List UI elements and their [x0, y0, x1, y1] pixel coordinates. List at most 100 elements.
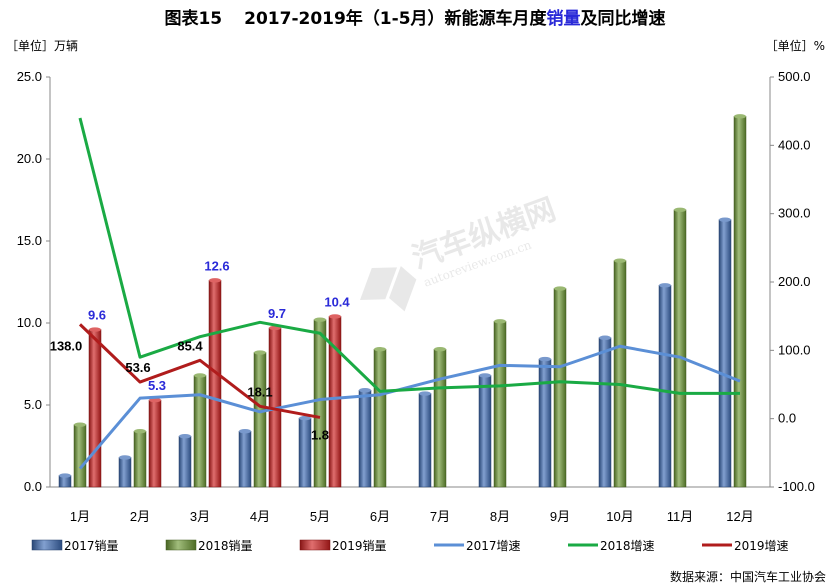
legend-label: 2018销量 — [198, 539, 253, 553]
bar-top-2017销量 — [479, 373, 491, 378]
left-tick-label: 25.0 — [17, 69, 42, 84]
sales-2019-label: 12.6 — [204, 258, 229, 273]
left-tick-label: 5.0 — [24, 397, 42, 412]
bar-top-2018销量 — [554, 286, 566, 291]
right-y-ticks: -100.0 0.0 100.0 200.0 300.0 400.0 500.0 — [770, 69, 815, 494]
x-tick-label: 11月 — [667, 509, 694, 524]
bar-top-2017销量 — [59, 473, 71, 478]
right-tick-label: 400.0 — [778, 137, 811, 152]
legend-swatch-bar — [31, 539, 63, 551]
legend-label: 2017增速 — [466, 539, 521, 553]
bar-2017销量 — [418, 393, 432, 488]
bar-top-2018销量 — [674, 207, 686, 213]
title-main-after: 及同比增速 — [581, 8, 666, 29]
bar-top-2018销量 — [134, 429, 146, 434]
bar-top-2019销量 — [89, 327, 101, 332]
sales-2019-label: 9.7 — [268, 306, 286, 321]
bar-top-2017销量 — [659, 283, 671, 288]
source-note: 数据来源：中国汽车工业协会 — [670, 569, 826, 584]
lines-layer — [78, 117, 741, 470]
right-tick-label: 300.0 — [778, 206, 811, 221]
bar-top-2017销量 — [719, 217, 731, 222]
bar-top-2017销量 — [239, 429, 251, 434]
growth-2019-label: 138.0 — [50, 338, 83, 353]
bar-top-2017销量 — [539, 356, 551, 362]
bar-2017销量 — [718, 219, 732, 488]
legend-swatch-bar — [165, 539, 197, 551]
bar-2018销量 — [253, 352, 267, 488]
x-tick-label: 12月 — [726, 509, 753, 524]
watermark-logo: 汽车纵横网 autoreview.com.cn — [360, 192, 560, 312]
bar-2018销量 — [613, 260, 627, 488]
legend-label: 2019增速 — [734, 539, 789, 553]
bar-2018销量 — [553, 288, 567, 488]
title-prefix: 图表15 — [164, 8, 222, 29]
x-tick-label: 9月 — [550, 509, 570, 524]
right-tick-label: 100.0 — [778, 342, 811, 357]
bar-2018销量 — [193, 375, 207, 488]
bar-top-2018销量 — [614, 258, 626, 263]
left-tick-label: 10.0 — [17, 315, 42, 330]
bar-2018销量 — [673, 209, 687, 488]
line-2019增速 — [78, 323, 321, 419]
right-tick-label: 0.0 — [778, 411, 796, 426]
sales-2019-label: 10.4 — [324, 294, 350, 309]
right-tick-label: -100.0 — [778, 479, 815, 494]
right-unit-label: ［单位］% — [766, 38, 825, 53]
data-labels-layer: 9.6 5.3 12.6 9.7 10.4 138.0 53.6 85.4 18.1 1.8 — [50, 258, 351, 442]
bar-top-2018销量 — [254, 350, 266, 355]
bar-2019销量 — [148, 399, 162, 488]
bar-top-2018销量 — [374, 347, 386, 352]
bar-top-2019销量 — [329, 314, 341, 319]
x-tick-label: 3月 — [190, 509, 210, 524]
sales-2019-label: 9.6 — [88, 308, 106, 323]
bar-top-2017销量 — [179, 433, 191, 439]
bar-top-2017销量 — [119, 455, 131, 460]
growth-2019-label: 85.4 — [177, 338, 203, 353]
left-unit-label: ［单位］万辆 — [6, 38, 78, 53]
bar-2017销量 — [598, 337, 612, 488]
legend: 2017销量 2018销量 2019销量 2017增速 2018增速 2019增速 — [31, 539, 789, 553]
x-tick-label: 5月 — [310, 509, 330, 524]
bar-2017销量 — [178, 435, 192, 488]
bar-top-2018销量 — [194, 373, 206, 378]
bar-2017销量 — [298, 417, 312, 488]
bar-2018销量 — [73, 424, 87, 488]
x-axis-labels: 1月 2月 3月 4月 5月 6月 7月 8月 9月 10月 11月 12月 — [70, 509, 754, 524]
x-tick-label: 10月 — [606, 509, 633, 524]
bar-2017销量 — [658, 285, 672, 488]
bar-2017销量 — [478, 375, 492, 488]
bar-top-2017销量 — [599, 335, 611, 340]
bar-top-2017销量 — [299, 415, 311, 421]
left-tick-label: 0.0 — [24, 479, 42, 494]
bar-2019销量 — [208, 280, 222, 488]
growth-2019-label: 18.1 — [247, 384, 272, 399]
sales-2019-label: 5.3 — [148, 378, 166, 393]
bar-2018销量 — [433, 348, 447, 488]
bar-top-2017销量 — [359, 388, 371, 393]
legend-swatch-bar — [299, 539, 331, 551]
x-tick-label: 2月 — [130, 509, 150, 524]
line-2017增速 — [78, 344, 741, 470]
bar-2017销量 — [238, 430, 252, 488]
bar-2018销量 — [493, 321, 507, 488]
bar-top-2018销量 — [734, 114, 746, 119]
left-tick-label: 15.0 — [17, 233, 42, 248]
x-tick-label: 8月 — [490, 509, 510, 524]
left-y-ticks: 0.0 5.0 10.0 15.0 20.0 25.0 — [17, 69, 50, 494]
legend-label: 2018增速 — [600, 539, 655, 553]
growth-2019-label: 53.6 — [125, 360, 150, 375]
bar-top-2018销量 — [74, 422, 86, 427]
growth-2019-label: 1.8 — [311, 427, 329, 442]
left-tick-label: 20.0 — [17, 151, 42, 166]
bar-2018销量 — [313, 319, 327, 488]
legend-label: 2017销量 — [64, 539, 119, 553]
bar-2018销量 — [733, 116, 747, 488]
bar-top-2019销量 — [209, 278, 221, 283]
legend-label: 2019销量 — [332, 539, 387, 553]
bar-2017销量 — [538, 358, 552, 488]
bar-top-2017销量 — [419, 391, 431, 396]
line-2018增速 — [78, 117, 740, 395]
x-tick-label: 1月 — [70, 509, 90, 524]
bar-2018销量 — [133, 430, 147, 488]
